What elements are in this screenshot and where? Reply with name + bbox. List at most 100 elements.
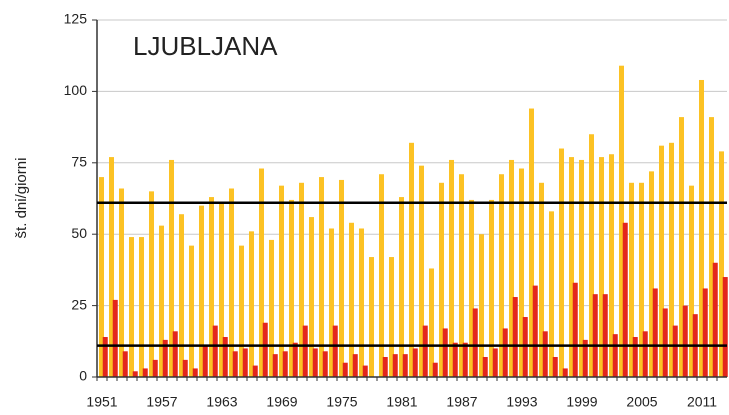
- bar: [572, 282, 578, 377]
- bar: [369, 257, 374, 377]
- bar: [679, 117, 684, 377]
- bar: [299, 182, 304, 377]
- bar: [242, 348, 248, 377]
- bar: [442, 328, 448, 377]
- y-tick-label: 125: [64, 11, 88, 27]
- bar: [702, 288, 708, 377]
- bar: [209, 197, 214, 377]
- bar: [662, 308, 668, 377]
- bar: [122, 351, 128, 377]
- bar: [459, 174, 464, 377]
- bar: [182, 359, 188, 377]
- bar: [392, 354, 398, 377]
- bar: [192, 368, 198, 377]
- bar: [492, 348, 498, 377]
- bar: [569, 157, 574, 377]
- bar: [402, 354, 408, 377]
- bar: [379, 174, 384, 377]
- bar: [222, 337, 228, 377]
- bar: [592, 294, 598, 377]
- bar: [579, 159, 584, 377]
- bar: [629, 182, 634, 377]
- bar: [479, 234, 484, 377]
- bar: [719, 151, 724, 377]
- bar: [292, 342, 298, 377]
- bar: [589, 134, 594, 377]
- bar: [419, 165, 424, 377]
- bar: [219, 202, 224, 377]
- bar: [562, 368, 568, 377]
- x-tick-label: 1957: [146, 394, 177, 410]
- bar: [382, 357, 388, 377]
- bar: [109, 157, 114, 377]
- bar: [262, 322, 268, 377]
- bar: [669, 142, 674, 377]
- bar: [622, 222, 628, 377]
- bar: [342, 362, 348, 377]
- bar: [482, 357, 488, 377]
- bar: [302, 325, 308, 377]
- bar: [699, 79, 704, 377]
- bar: [339, 179, 344, 377]
- bar: [469, 199, 474, 377]
- bar: [259, 168, 264, 377]
- bar: [559, 148, 564, 377]
- bar: [309, 217, 314, 377]
- bar: [389, 257, 394, 377]
- bar: [289, 199, 294, 377]
- bar: [639, 182, 644, 377]
- bar: [102, 337, 108, 377]
- x-tick-label: 1981: [386, 394, 417, 410]
- bar: [212, 325, 218, 377]
- bar: [672, 325, 678, 377]
- x-tick-label: 1993: [506, 394, 537, 410]
- bar: [619, 65, 624, 378]
- y-tick-label: 25: [71, 296, 87, 312]
- bar: [269, 239, 274, 377]
- y-tick-label: 100: [64, 82, 88, 98]
- bar: [249, 231, 254, 377]
- x-tick-label: 1963: [206, 394, 237, 410]
- bar: [612, 334, 618, 377]
- bar: [149, 191, 154, 377]
- bar: [649, 171, 654, 377]
- bar: [489, 199, 494, 377]
- bar: [272, 354, 278, 377]
- bar: [509, 159, 514, 377]
- y-tick-label: 75: [71, 154, 87, 170]
- bar: [362, 365, 368, 377]
- bar: [502, 328, 508, 377]
- bar: [472, 308, 478, 377]
- y-axis-label: št. dni/giorni: [13, 158, 30, 239]
- bar: [359, 228, 364, 377]
- bar: [169, 159, 174, 377]
- bar: [529, 108, 534, 377]
- bar: [352, 354, 358, 377]
- bar: [279, 185, 284, 377]
- bar: [522, 317, 528, 377]
- bar: [152, 359, 158, 377]
- x-tick-label: 1975: [326, 394, 357, 410]
- bar: [119, 188, 124, 377]
- bar: [412, 348, 418, 377]
- bar: [202, 345, 208, 377]
- bar: [709, 117, 714, 377]
- bar: [282, 351, 288, 377]
- bar: [542, 331, 548, 377]
- bar: [229, 188, 234, 377]
- bar: [329, 228, 334, 377]
- bar: [129, 237, 134, 377]
- bar: [322, 351, 328, 377]
- bar: [512, 297, 518, 377]
- bar: [399, 197, 404, 377]
- bar: [689, 185, 694, 377]
- x-tick-label: 1969: [266, 394, 297, 410]
- bar: [172, 331, 178, 377]
- bar: [409, 142, 414, 377]
- bar: [319, 177, 324, 377]
- bar: [429, 268, 434, 377]
- bar: [609, 154, 614, 377]
- bar: [99, 177, 104, 377]
- bar: [112, 299, 118, 377]
